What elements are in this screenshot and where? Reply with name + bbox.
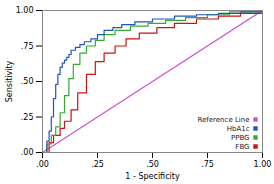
svg-text:.00: .00 — [36, 160, 49, 169]
svg-text:1.00: 1.00 — [16, 6, 34, 15]
svg-text:Sensitivity: Sensitivity — [5, 60, 14, 102]
svg-text:Reference Line: Reference Line — [197, 116, 249, 124]
svg-text:.75: .75 — [201, 160, 214, 169]
svg-text:1 - Specificity: 1 - Specificity — [125, 172, 180, 181]
svg-text:FBG: FBG — [235, 143, 249, 151]
svg-text:.50: .50 — [21, 77, 34, 86]
svg-text:.50: .50 — [146, 160, 159, 169]
svg-text:.25: .25 — [91, 160, 104, 169]
svg-text:1.00: 1.00 — [254, 160, 272, 169]
svg-text:.25: .25 — [21, 113, 34, 122]
svg-text:HbA1c: HbA1c — [227, 125, 250, 133]
svg-text:.00: .00 — [21, 148, 34, 157]
svg-text:.75: .75 — [21, 42, 34, 51]
svg-text:PPBG: PPBG — [231, 134, 250, 142]
